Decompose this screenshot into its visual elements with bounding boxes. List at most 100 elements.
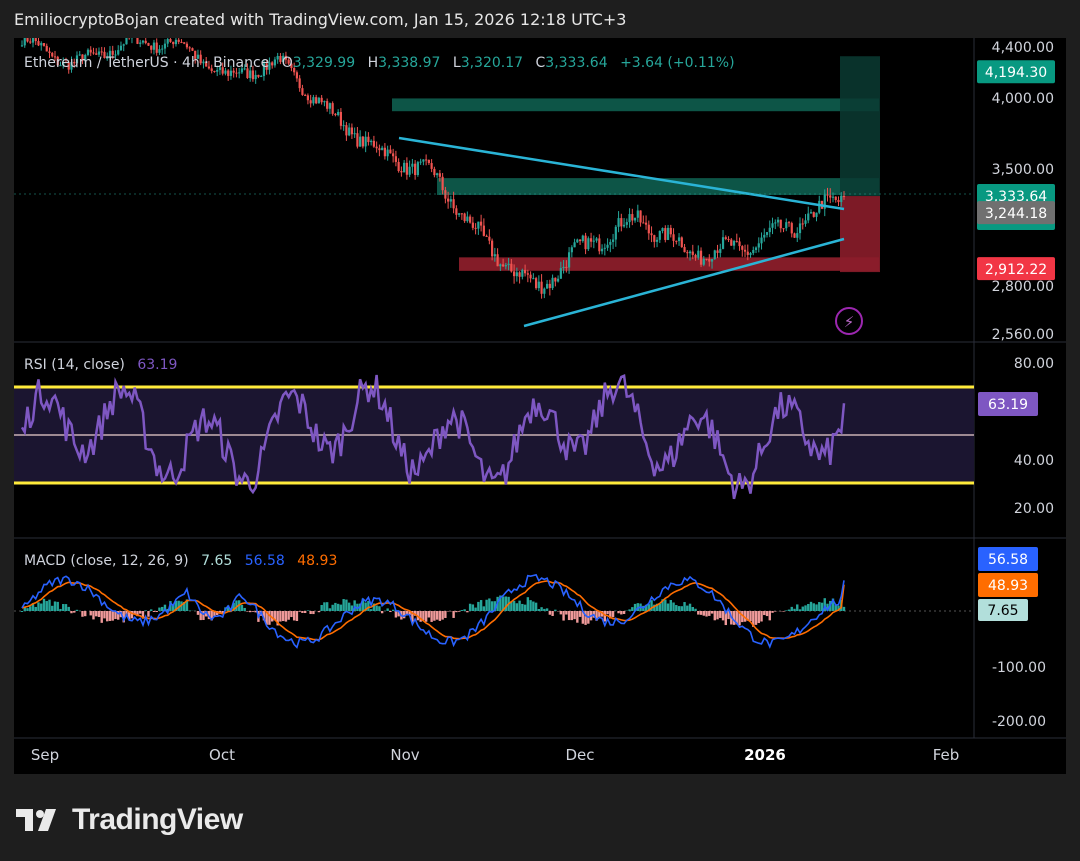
candle (752, 249, 755, 254)
candle (655, 239, 659, 242)
macd-hist-bar (559, 611, 563, 615)
position-target-box (840, 56, 880, 197)
candle (658, 231, 661, 240)
macd-hist-bar (474, 607, 477, 611)
candle (513, 271, 516, 277)
candle (158, 49, 161, 53)
candle (419, 161, 422, 163)
macd-hist-bar (402, 611, 406, 619)
macd-hist-bar (545, 608, 549, 611)
candle (350, 127, 353, 135)
macd-hist-bar (95, 611, 98, 617)
candle (801, 223, 804, 225)
price-legend-o-label: O (282, 55, 293, 71)
candle (540, 281, 543, 294)
candle (378, 148, 381, 151)
macd-hist-bar (75, 609, 79, 611)
macd-hist-bar (380, 611, 384, 614)
macd-hist-bar (798, 609, 802, 611)
candle (265, 63, 268, 70)
candle (812, 212, 815, 217)
candle (548, 283, 551, 289)
candle (595, 238, 598, 241)
macd-hist-bar (595, 611, 598, 621)
macd-hist-bar (551, 611, 554, 616)
macd-hist-bar (243, 607, 246, 611)
candle (229, 70, 233, 76)
macd-hist-bar (785, 610, 788, 611)
candle (611, 239, 615, 242)
macd-hist-bar (92, 611, 95, 620)
macd-hist-bar (350, 605, 354, 611)
macd-axis[interactable]: 56.58 48.93 7.65 -100.00 -200.00 (978, 547, 1046, 730)
chart-svg[interactable]: ⚡ Ethereum / TetherUS · 4h · Binance O3,… (14, 28, 1066, 774)
candle (163, 43, 167, 49)
time-axis[interactable]: Sep Oct Nov Dec 2026 Feb (31, 746, 959, 764)
macd-hist-bar (309, 611, 312, 615)
macd-hist-bar (281, 611, 285, 622)
candle (317, 97, 321, 104)
candle (268, 62, 271, 70)
candle (155, 42, 158, 53)
candle (562, 266, 565, 269)
macd-hist-bar (600, 611, 604, 617)
macd-hist-bar (273, 611, 277, 621)
macd-hist-bar (765, 611, 769, 617)
macd-hist-bar (504, 596, 508, 611)
macd-hist-bar (254, 611, 257, 613)
macd-hist-bar (826, 603, 829, 611)
macd-hist-bar (471, 604, 475, 611)
macd-hist-bar (622, 611, 626, 614)
descending-trendline (398, 136, 845, 211)
macd-pane[interactable]: MACD (close, 12, 26, 9) 7.65 56.58 48.93 (14, 553, 974, 649)
footer-brand: TradingView (72, 803, 243, 836)
rsi-pane[interactable]: RSI (14, close) 63.19 (14, 357, 974, 500)
macd-hist-bar (611, 611, 615, 618)
macd-hist-bar (537, 608, 541, 611)
price-legend-l-value: 3,320.17 (461, 55, 523, 71)
candle (622, 224, 626, 227)
candle (600, 248, 604, 252)
candle (719, 248, 722, 253)
candle (664, 228, 667, 240)
macd-hist-bar (691, 606, 694, 611)
candle (20, 45, 24, 47)
macd-hist-bar (444, 611, 447, 618)
candle (485, 235, 488, 237)
lightning-icon[interactable] (835, 307, 863, 335)
macd-axis-tick: -200.00 (992, 714, 1046, 730)
rsi-axis-tick: 80.00 (1014, 356, 1054, 372)
macd-value-badge (978, 547, 1038, 571)
macd-hist-bar (386, 608, 389, 611)
macd-hist-bar (89, 611, 92, 616)
macd-hist-bar (768, 611, 771, 621)
candle (45, 45, 48, 52)
candle (818, 200, 821, 213)
candle (262, 63, 266, 77)
chart-frame[interactable]: ⚡ Ethereum / TetherUS · 4h · Binance O3,… (14, 28, 1066, 774)
price-axis[interactable]: 4,400.00 4,000.00 3,500.00 2,800.00 2,56… (977, 40, 1055, 343)
macd-hist-bar (647, 604, 651, 611)
candle (260, 76, 263, 78)
macd-hist-bar (163, 604, 167, 611)
rsi-axis[interactable]: 80.00 40.00 20.00 63.19 (978, 356, 1054, 517)
macd-hist-bar (669, 600, 673, 611)
candle (534, 278, 538, 289)
price-axis-tick: 2,800.00 (992, 279, 1054, 295)
candle (172, 41, 175, 45)
candle (312, 97, 315, 104)
macd-hist-bar (378, 606, 381, 611)
macd-hist-bar (606, 611, 609, 615)
macd-hist-bar (389, 611, 392, 613)
candle (326, 101, 329, 109)
candle (235, 72, 238, 74)
price-pane[interactable]: ⚡ Ethereum / TetherUS · 4h · Binance O3,… (14, 28, 974, 335)
macd-hist-bar (732, 611, 736, 625)
macd-hist-bar (339, 604, 343, 611)
candle (48, 51, 51, 53)
candle (59, 65, 62, 67)
macd-hist-bar (298, 611, 301, 612)
price-badge-text: 4,194.30 (985, 65, 1047, 81)
candle (491, 240, 494, 257)
candle (526, 273, 529, 275)
